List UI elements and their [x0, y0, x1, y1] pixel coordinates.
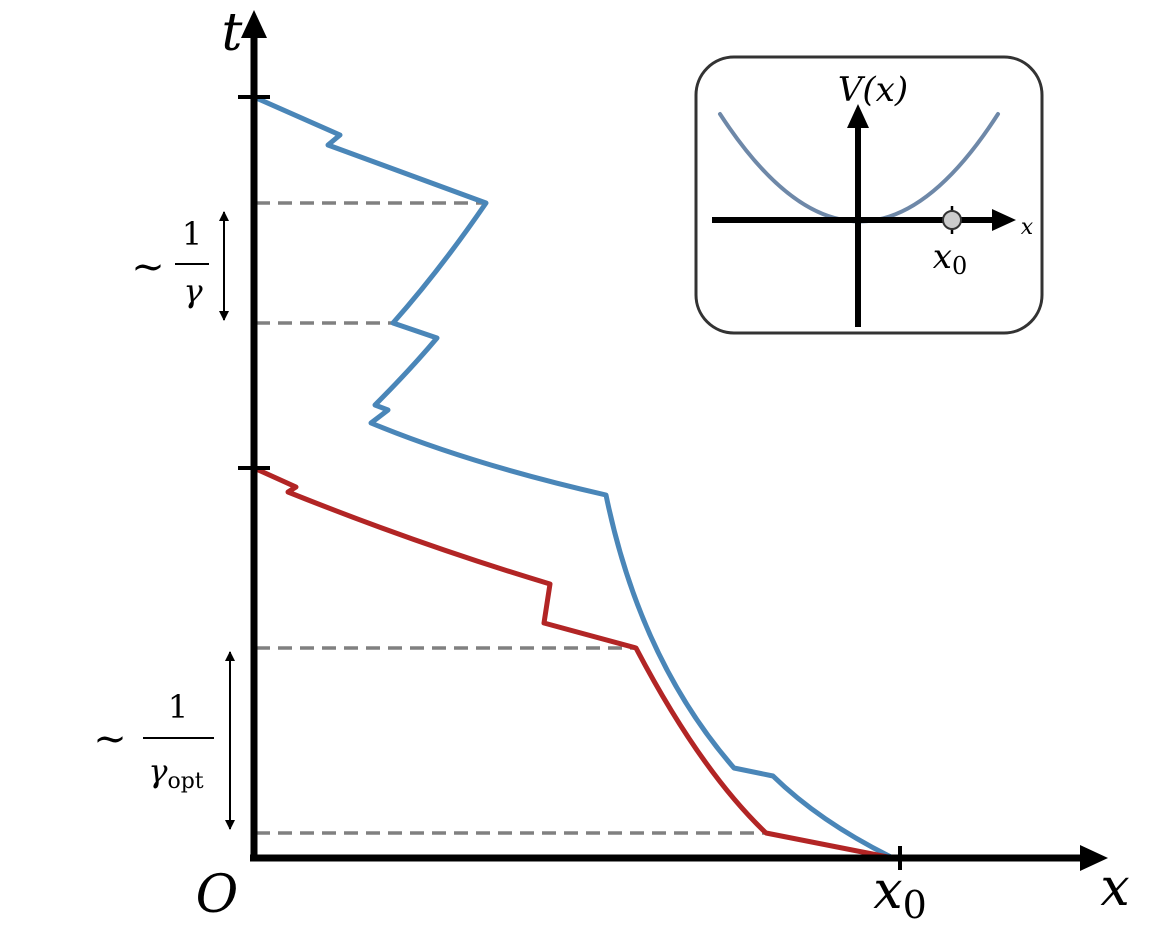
bracket-upper-tilde: ~	[131, 244, 165, 290]
inset-x0-label-subscript: 0	[952, 252, 967, 280]
inset-frame	[694, 55, 1044, 335]
x0-label: x0	[873, 861, 927, 927]
dashed-lines	[256, 201, 764, 835]
inset-potential: V(x) x x0	[694, 55, 1044, 335]
inset-particle-marker	[942, 210, 962, 230]
x0-label-subscript: 0	[903, 883, 927, 927]
main-axes	[238, 10, 1108, 871]
red-trajectory	[251, 465, 896, 861]
blue-trajectory	[251, 94, 896, 861]
inset-v-axis-arrowhead	[847, 104, 869, 128]
bracket-upper: ~ 1 γ	[131, 211, 229, 321]
bracket-lower-tilde: ~	[93, 716, 127, 762]
inset-x0-label: x0	[933, 237, 967, 280]
inset-x0-label-main: x	[933, 237, 952, 277]
inset-potential-label: V(x)	[838, 70, 908, 110]
bracket-lower-numerator: 1	[168, 688, 188, 726]
bracket-upper-numerator: 1	[182, 215, 202, 253]
x-axis-label: x	[1100, 858, 1129, 918]
x0-label-main: x	[873, 861, 902, 921]
t-axis-label: t	[222, 3, 243, 63]
bracket-lower-denominator: γopt	[148, 752, 203, 794]
inset-x-axis-arrowhead	[992, 209, 1016, 231]
bracket-lower: ~ 1 γopt	[93, 651, 235, 830]
bracket-upper-denominator: γ	[183, 272, 203, 310]
bracket-lower-denominator-subscript: opt	[167, 769, 203, 794]
x-axis-arrowhead	[1080, 845, 1108, 871]
inset-x-axis-label: x	[1021, 215, 1034, 240]
origin-label: O	[196, 865, 239, 925]
t-axis-arrowhead	[241, 10, 267, 38]
bracket-lower-denominator-main: γ	[148, 752, 168, 790]
